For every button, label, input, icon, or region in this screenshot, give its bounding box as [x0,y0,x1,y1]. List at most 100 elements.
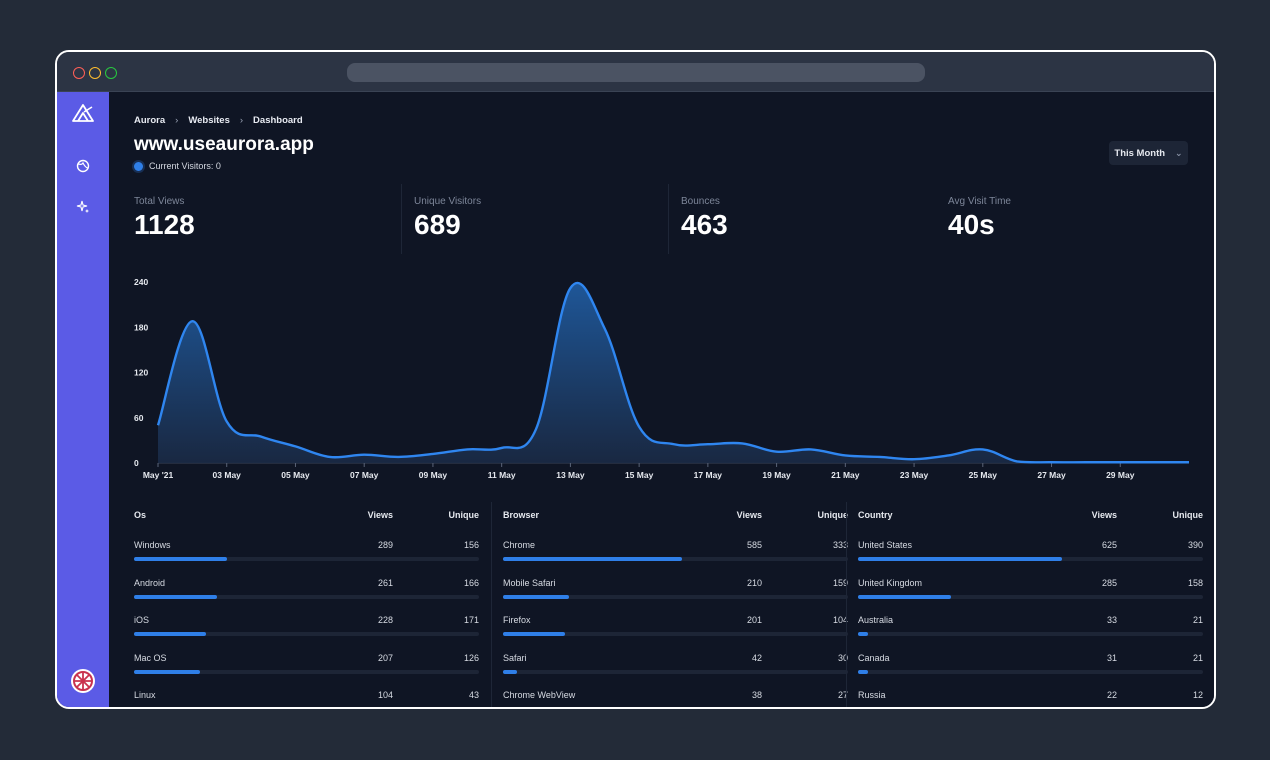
column-header-name: Os [134,510,147,520]
table-row[interactable]: Android 261 166 [134,562,479,600]
title-bar [57,52,1214,92]
table-row[interactable]: Linux 104 43 [134,674,479,707]
table-row[interactable]: United Kingdom 285 158 [858,562,1203,600]
row-views: 22 [1106,690,1117,700]
row-label: Firefox [503,615,531,625]
current-visitors-label: Current Visitors: 0 [149,161,221,171]
row-text: Linux 104 43 [134,690,479,704]
share-bar-fill [134,557,228,561]
table-row[interactable]: Chrome 585 333 [503,524,848,562]
row-views: 625 [1101,540,1117,550]
x-tick-label: 17 May [694,470,723,480]
column-header-unique: Unique [448,510,480,520]
stat-total-views: Total Views 1128 [134,184,195,254]
table-row[interactable]: iOS 228 171 [134,599,479,637]
table-header: Country Views Unique [858,510,1203,524]
breadcrumb-aurora[interactable]: Aurora [134,115,166,126]
x-tick-label: 25 May [969,470,998,480]
sparkle-icon[interactable] [70,194,96,220]
address-bar[interactable] [347,63,925,82]
share-bar-fill [858,632,869,636]
share-bar-fill [858,557,1062,561]
table-header: Browser Views Unique [503,510,848,524]
chevron-right-icon: › [239,115,244,126]
column-header-views: Views [736,510,762,520]
column-header-views: Views [367,510,393,520]
row-unique: 30 [837,652,848,663]
column-header-unique: Unique [1172,510,1204,520]
table-row[interactable]: Firefox 201 104 [503,599,848,637]
row-text: Windows 289 156 [134,540,479,554]
breadcrumb-websites[interactable]: Websites [188,115,230,126]
divider [668,184,669,254]
stat-label: Unique Visitors [414,196,482,207]
minimize-window-button[interactable] [89,67,101,79]
date-range-select[interactable]: This Month ⌄ [1109,141,1188,165]
row-text: Mac OS 207 126 [134,653,479,667]
share-bar-fill [134,594,217,599]
table-row[interactable]: Mobile Safari 210 159 [503,562,848,600]
share-bar-fill [503,669,517,674]
x-tick-label: 23 May [900,470,929,480]
table-row[interactable]: Russia 22 12 [858,674,1203,707]
share-bar-fill [134,632,207,636]
row-label: Australia [858,615,894,625]
pageviews-chart: 0 60 120 180 240 May '21 03 May 05 May 07 May 09… [134,277,1189,480]
table-header: Os Views Unique [134,510,479,524]
stat-value: 463 [681,209,728,240]
row-views: 38 [751,690,762,700]
table-row[interactable]: Mac OS 207 126 [134,637,479,675]
column-header-unique: Unique [817,510,849,520]
row-label: Russia [858,690,886,700]
x-tick-label: 11 May [488,470,516,480]
row-unique: 333 [832,540,848,550]
y-tick-label: 240 [134,277,148,287]
row-unique: 21 [1192,652,1203,663]
maximize-window-button[interactable] [105,67,117,79]
row-label: Chrome WebView [503,690,576,700]
row-label: Canada [858,652,890,663]
table-row[interactable]: Safari 42 30 [503,637,848,675]
row-unique: 390 [1187,540,1203,550]
live-indicator-icon [134,161,143,171]
row-unique: 12 [1192,690,1203,700]
row-unique: 43 [468,690,479,700]
y-tick-label: 180 [134,322,148,332]
row-views: 104 [377,690,393,700]
x-tick-label: 07 May [350,470,379,480]
row-unique: 126 [463,652,479,663]
aurora-logo-icon[interactable] [70,100,96,126]
row-unique: 159 [832,577,848,588]
table-row[interactable]: Chrome WebView 38 27 [503,674,848,707]
table-row[interactable]: Australia 33 21 [858,599,1203,637]
stat-value: 40s [948,209,995,240]
row-unique: 156 [463,540,479,550]
table-os: Os Views Unique Windows 289 156 Android 261 166 i… [134,510,479,707]
row-views: 33 [1106,615,1117,625]
row-views: 210 [746,577,762,588]
row-text: Chrome WebView 38 27 [503,690,848,704]
stat-value: 1128 [134,209,195,240]
share-bar-track [503,594,848,599]
column-header-views: Views [1091,510,1117,520]
row-views: 31 [1106,652,1117,663]
row-unique: 171 [463,615,479,625]
share-bar-track [134,557,479,561]
row-label: Windows [134,540,171,550]
row-views: 585 [746,540,762,550]
row-text: United Kingdom 285 158 [858,578,1203,592]
close-window-button[interactable] [73,67,85,79]
table-row[interactable]: United States 625 390 [858,524,1203,562]
row-text: Australia 33 21 [858,615,1203,629]
stat-value: 689 [414,209,461,240]
table-row[interactable]: Windows 289 156 [134,524,479,562]
page-title: www.useaurora.app [134,134,314,155]
row-text: iOS 228 171 [134,615,479,629]
user-avatar[interactable] [69,667,97,695]
table-row[interactable]: Canada 31 21 [858,637,1203,675]
share-bar-track [503,632,848,636]
row-views: 285 [1101,577,1117,588]
row-text: Safari 42 30 [503,653,848,667]
share-bar-fill [134,669,200,674]
globe-icon[interactable] [70,153,96,179]
